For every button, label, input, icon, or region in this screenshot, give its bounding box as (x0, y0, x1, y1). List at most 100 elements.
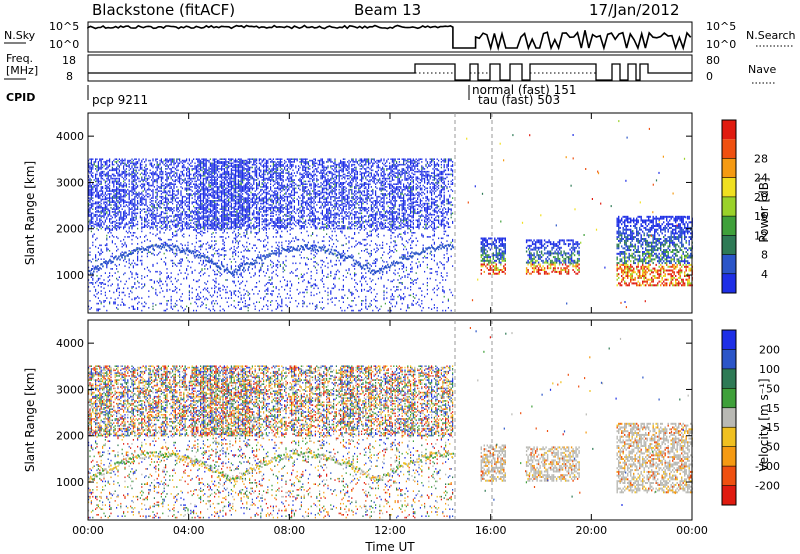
scatter-cell (188, 197, 190, 199)
scatter-cell (228, 170, 230, 173)
scatter-cell (223, 158, 225, 160)
scatter-cell (247, 161, 249, 163)
scatter-cell (160, 166, 162, 169)
scatter-cell (216, 194, 218, 197)
scatter-cell (228, 166, 230, 169)
scatter-cell (187, 194, 189, 197)
scatter-cell (247, 173, 249, 176)
scatter-cell (103, 161, 105, 163)
scatter-cell (214, 208, 216, 210)
scatter-cell (188, 188, 190, 191)
scatter-cell (123, 198, 125, 201)
scatter-cell (179, 159, 181, 162)
scatter-cell (187, 184, 189, 187)
scatter-cell (176, 230, 178, 233)
scatter-cell (212, 188, 214, 191)
scatter-cell (240, 273, 242, 276)
scatter-cell (267, 165, 269, 167)
scatter-cell (254, 227, 256, 230)
scatter-cell (102, 172, 104, 174)
scatter-cell (235, 211, 237, 213)
scatter-cell (249, 197, 251, 199)
scatter-cell (103, 170, 105, 173)
scatter-cell (144, 173, 146, 176)
scatter-cell (263, 191, 265, 194)
scatter-cell (240, 297, 242, 299)
scatter-cell (124, 241, 126, 244)
scatter-cell (120, 280, 122, 283)
scatter-cell (131, 190, 133, 192)
scatter-cell (211, 205, 213, 208)
scatter-cell (188, 290, 190, 292)
scatter-cell (257, 222, 259, 224)
scatter-cell (127, 223, 129, 226)
scatter-cell (106, 161, 108, 163)
scatter-cell (275, 158, 277, 160)
scatter-cell (272, 194, 274, 197)
scatter-cell (151, 219, 153, 222)
scatter-cell (124, 190, 126, 192)
scatter-cell (184, 213, 186, 216)
scatter-cell (100, 168, 102, 170)
scatter-cell (99, 168, 101, 170)
scatter-cell (170, 176, 172, 178)
scatter-cell (172, 290, 174, 292)
scatter-cell (88, 175, 90, 177)
scatter-cell (89, 193, 91, 195)
scatter-cell (207, 230, 209, 233)
scatter-cell (169, 172, 171, 174)
scatter-cell (258, 172, 260, 174)
scatter-cell (202, 183, 204, 185)
scatter-cell (132, 186, 134, 188)
scatter-cell (184, 187, 186, 190)
scatter-cell (109, 200, 111, 202)
scatter-cell (253, 177, 255, 180)
scatter-cell (194, 194, 196, 197)
scatter-cell (107, 215, 109, 217)
scatter-cell (180, 213, 182, 216)
scatter-cell (202, 201, 204, 203)
scatter-cell (200, 305, 202, 308)
scatter-cell (116, 212, 118, 215)
scatter-cell (216, 218, 218, 220)
scatter-cell (239, 202, 241, 205)
scatter-cell (191, 165, 193, 167)
scatter-cell (202, 209, 204, 212)
scatter-cell (176, 186, 178, 188)
scatter-cell (96, 195, 98, 198)
scatter-cell (181, 220, 183, 223)
scatter-cell (278, 254, 280, 256)
scatter-cell (159, 170, 161, 173)
scatter-cell (278, 252, 280, 255)
scatter-cell (277, 195, 279, 198)
scatter-cell (169, 208, 171, 210)
scatter-cell (235, 180, 237, 183)
scatter-cell (214, 309, 216, 312)
scatter-cell (243, 166, 245, 169)
scatter-cell (223, 222, 225, 224)
scatter-cell (232, 184, 234, 187)
scatter-cell (113, 301, 115, 303)
scatter-cell (263, 175, 265, 177)
nave-tick-top: 80 (706, 54, 720, 67)
scatter-cell (152, 184, 154, 187)
scatter-cell (209, 194, 211, 197)
scatter-cell (275, 193, 277, 195)
scatter-cell (162, 227, 164, 230)
scatter-cell (277, 193, 279, 195)
scatter-cell (242, 198, 244, 201)
scatter-cell (137, 200, 139, 202)
scatter-cell (243, 223, 245, 226)
scatter-cell (89, 190, 91, 192)
scatter-cell (275, 219, 277, 222)
scatter-cell (267, 179, 269, 181)
scatter-cell (118, 211, 120, 213)
scatter-cell (116, 161, 118, 163)
scatter-cell (191, 161, 193, 163)
scatter-cell (267, 173, 269, 176)
scatter-cell (146, 172, 148, 174)
scatter-cell (200, 200, 202, 202)
scatter-cell (270, 259, 272, 262)
scatter-cell (211, 170, 213, 173)
scatter-cell (207, 207, 209, 209)
